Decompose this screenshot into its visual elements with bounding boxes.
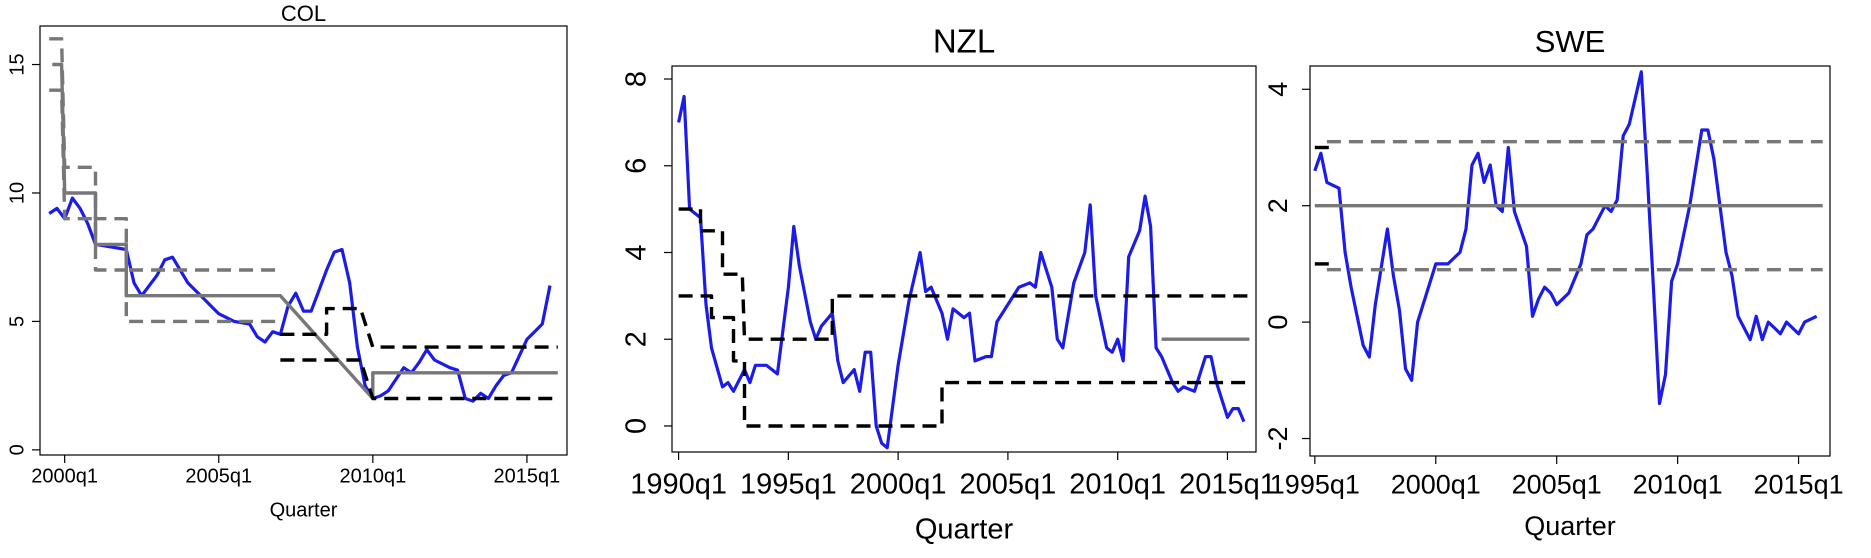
x-tick-label: 2005q1: [1512, 470, 1602, 500]
x-tick-label: 2005q1: [960, 469, 1057, 501]
plot-frame: [671, 65, 1257, 453]
series-line: [1313, 70, 1818, 406]
y-tick-label: 0: [6, 444, 28, 455]
x-tick-label: 2015q1: [1754, 470, 1844, 500]
y-tick-label: -2: [1263, 427, 1293, 451]
x-tick-label: 2000q1: [31, 465, 98, 487]
x-tick-label: 2010q1: [1633, 470, 1723, 500]
chart-title: NZL: [933, 23, 995, 60]
x-tick-label: 2015q1: [494, 465, 561, 487]
series-line: [280, 306, 558, 349]
x-tick-label: 1995q1: [1270, 470, 1360, 500]
series-line: [678, 207, 1250, 341]
plot-frame: [39, 25, 568, 456]
y-tick-label: 6: [621, 158, 653, 174]
y-tick-label: 4: [621, 244, 653, 260]
y-tick-label: 4: [1263, 82, 1293, 97]
y-tick-label: 8: [621, 71, 653, 87]
x-tick-label: 1990q1: [630, 469, 727, 501]
x-axis-label: Quarter: [270, 499, 338, 521]
y-tick-label: 2: [1263, 198, 1293, 213]
x-tick-label: 2015q1: [1179, 469, 1276, 501]
plot-frame: [1309, 65, 1831, 457]
y-tick-label: 10: [6, 182, 28, 204]
x-tick-label: 2000q1: [850, 469, 947, 501]
x-tick-label: 1995q1: [740, 469, 837, 501]
series-line: [48, 196, 552, 403]
chart-title: COL: [281, 1, 326, 26]
y-tick-label: 0: [621, 418, 653, 434]
y-tick-label: 15: [6, 53, 28, 75]
series-line: [280, 358, 558, 401]
y-tick-label: 0: [1263, 315, 1293, 330]
x-axis-label: Quarter: [1524, 511, 1616, 541]
x-tick-label: 2005q1: [185, 465, 252, 487]
series-line: [49, 37, 281, 272]
x-axis-label: Quarter: [915, 514, 1014, 546]
chart-title: SWE: [1535, 24, 1606, 59]
y-tick-label: 2: [621, 331, 653, 347]
x-tick-label: 2010q1: [339, 465, 406, 487]
series-line: [49, 88, 281, 324]
series-line: [677, 94, 1246, 450]
x-tick-label: 2000q1: [1391, 470, 1481, 500]
x-tick-label: 2010q1: [1069, 469, 1166, 501]
y-tick-label: 5: [6, 316, 28, 327]
